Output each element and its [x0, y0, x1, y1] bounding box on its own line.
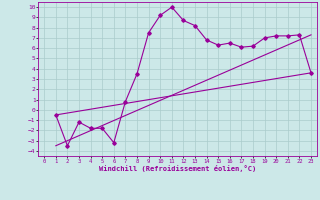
X-axis label: Windchill (Refroidissement éolien,°C): Windchill (Refroidissement éolien,°C) — [99, 165, 256, 172]
